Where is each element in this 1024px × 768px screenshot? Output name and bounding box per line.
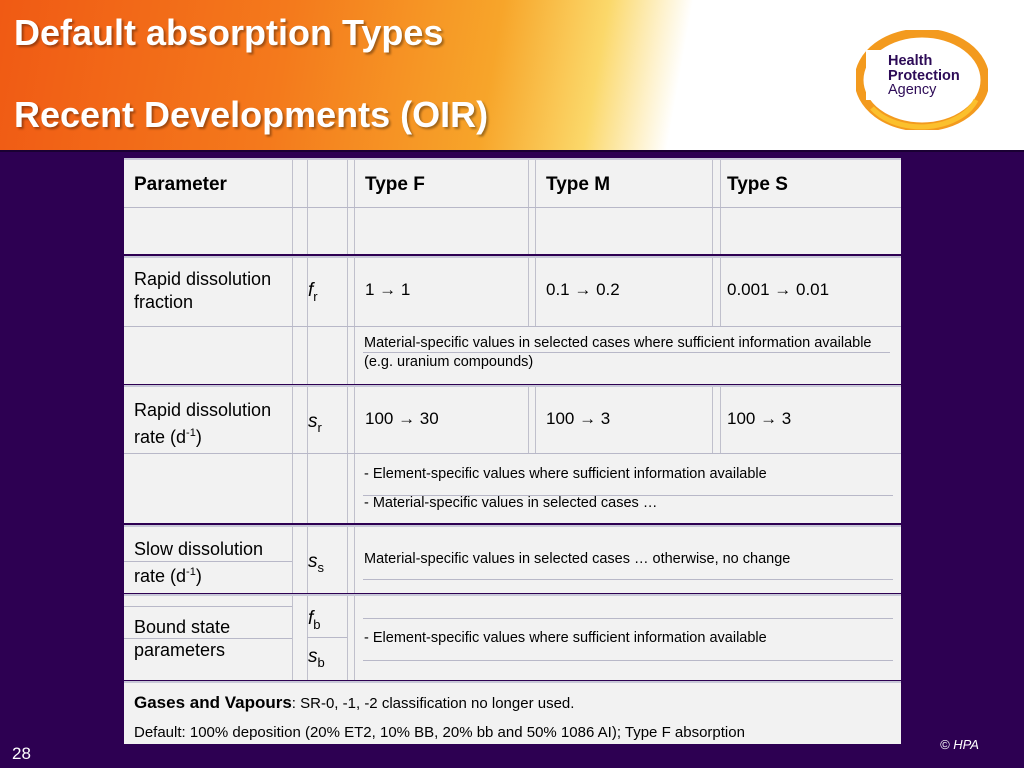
hpa-logo: Health Protection Agency [854,28,990,132]
fr-type-f: 1 → 1 [365,280,411,299]
logo-ring-icon [854,28,990,132]
fr-type-s: 0.001 → 0.01 [727,280,830,299]
row-rapid-dissolution-fraction: Rapid dissolution fraction fr 1 → 1 0.1 … [124,256,901,384]
label-rapid-dissolution-rate: Rapid dissolution rate (d-1) [134,400,272,447]
row-gases-and-vapours: Gases and Vapours: SR-0, -1, -2 classifi… [124,681,901,744]
absorption-table: Parameter Type F Type M Type S Rapid dis… [124,158,901,744]
slide-header: Default absorption Types Recent Developm… [0,0,1024,152]
header-type-s: Type S [727,174,788,195]
symbol-sb: sb [308,646,325,670]
symbol-sr: sr [308,411,322,435]
sr-note-material: - Material-specific values in selected c… [364,495,658,511]
slide-subtitle: Recent Developments (OIR) [14,94,489,135]
symbol-fb: fb [308,608,321,632]
logo-text: Health Protection Agency [888,54,960,98]
header-type-m: Type M [546,174,611,195]
fr-note: Material-specific values in selected cas… [364,335,872,370]
sr-note-element: - Element-specific values where sufficie… [364,466,767,482]
symbol-fr: fr [308,280,318,304]
gases-line-2: Default: 100% deposition (20% ET2, 10% B… [134,724,745,741]
logo-line-agency: Agency [888,82,937,98]
bound-note: - Element-specific values where sufficie… [364,630,767,646]
header-parameter: Parameter [134,174,227,195]
row-bound-state-parameters: Bound state parameters fb sb - Element-s… [124,594,901,680]
page-number: 28 [12,744,31,763]
header-type-f: Type F [365,174,425,195]
label-rapid-dissolution-fraction: Rapid dissolution fraction [134,269,272,312]
ss-note: Material-specific values in selected cas… [364,551,791,567]
slide-title: Default absorption Types [14,12,444,53]
row-rapid-dissolution-rate: Rapid dissolution rate (d-1) sr 100 → 30… [124,385,901,523]
label-bound-state-parameters: Bound state parameters [134,617,231,660]
sr-type-m: 100 → 3 [546,409,611,428]
sr-type-s: 100 → 3 [727,409,792,428]
copyright: © HPA [940,737,979,752]
row-slow-dissolution-rate: Slow dissolution rate (d-1) ss Material-… [124,525,901,593]
logo-line-protection: Protection [888,67,960,84]
logo-line-health: Health [888,53,933,69]
sr-type-f: 100 → 30 [365,409,439,428]
fr-type-m: 0.1 → 0.2 [546,280,620,299]
symbol-ss: ss [308,551,324,575]
gases-line-1: Gases and Vapours: SR-0, -1, -2 classifi… [134,693,575,712]
header-row: Parameter Type F Type M Type S [124,158,901,254]
label-slow-dissolution-rate: Slow dissolution rate (d-1) [134,539,264,586]
